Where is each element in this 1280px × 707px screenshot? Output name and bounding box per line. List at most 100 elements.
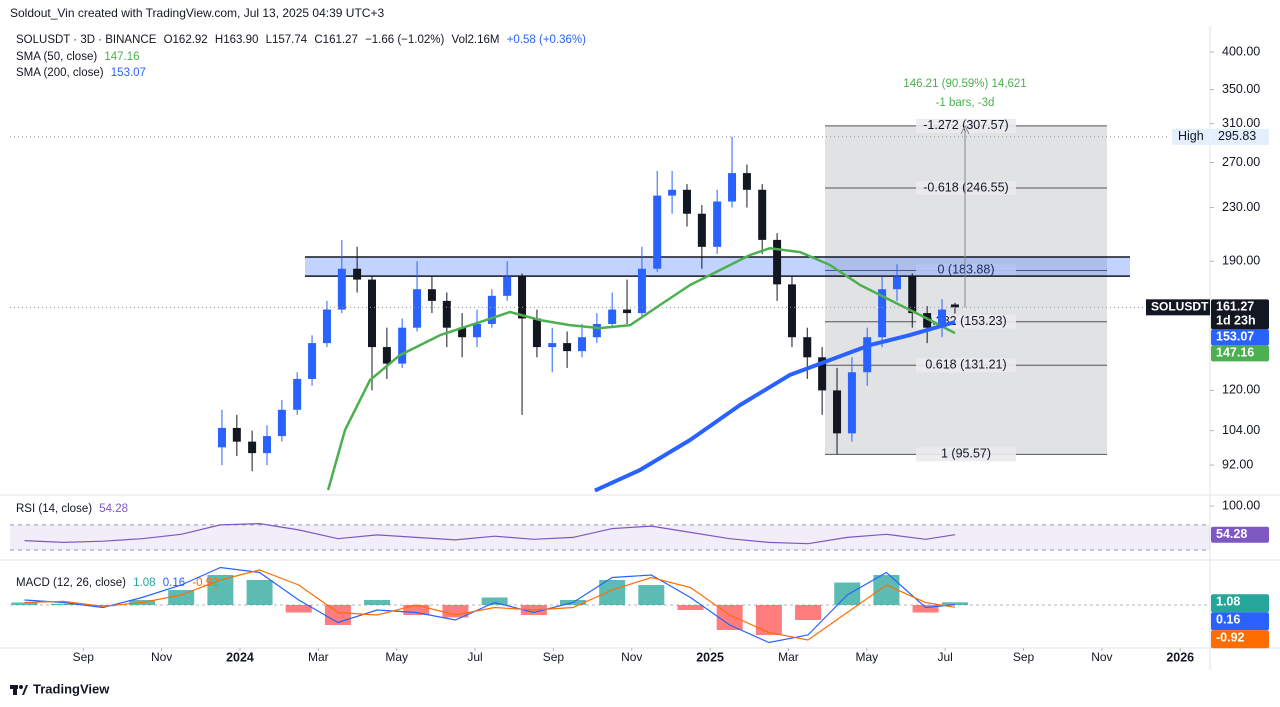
candle-body (878, 289, 887, 338)
candle-body (548, 343, 557, 348)
fib-label-bg (916, 263, 1016, 278)
macd-histogram-bar (912, 605, 939, 613)
candle-body (503, 276, 512, 296)
candle-body (668, 189, 677, 196)
candle-body (742, 173, 751, 190)
price-tag-label: 1.08 (1216, 595, 1240, 609)
price-tag-label: 147.16 (1216, 346, 1254, 360)
macd-histogram-bar (11, 602, 38, 605)
volume-change: +0.58 (+0.36%) (506, 34, 586, 46)
x-tick-label: Sep (543, 650, 565, 664)
x-tick-label: May (385, 650, 408, 664)
candle-body (458, 327, 467, 338)
candle-body (818, 357, 827, 391)
x-tick-label: 2025 (696, 650, 724, 664)
ohlc-low: L157.74 (265, 34, 308, 46)
macd-histogram-bar (403, 605, 430, 615)
macd-histogram-bar (364, 600, 391, 605)
high-value: 295.83 (1218, 129, 1256, 143)
sma200-legend: SMA (200, close) 153.07 (16, 67, 150, 79)
macd-histogram-bar (677, 605, 704, 610)
x-tick-label: Sep (73, 650, 95, 664)
y-tick-label: 350.00 (1222, 82, 1260, 96)
candle-body (758, 189, 767, 240)
candle-body (382, 347, 391, 364)
price-legend: SOLUSDT · 3D · BINANCE O162.92 H163.90 L… (16, 34, 590, 46)
price-tag (1211, 329, 1269, 346)
candle-body (398, 327, 407, 364)
candle-body (232, 427, 241, 442)
symbol-tag-bg (1146, 299, 1210, 316)
x-tick-label: 2024 (226, 650, 254, 664)
macd-histogram-bar (873, 575, 900, 605)
candle-body (950, 304, 959, 308)
price-tag (1211, 526, 1269, 543)
macd-histogram-bar (941, 602, 968, 605)
price-pane: -1.272 (307.57) -0.618 (246.55) 0 (183.88)… (217, 118, 1130, 493)
price-tag (1211, 612, 1269, 631)
y-tick-label: 400.00 (1222, 44, 1260, 58)
resistance-zone (305, 256, 1130, 277)
candle-body (713, 201, 722, 247)
price-tag (1211, 299, 1269, 330)
legend-value: 0.16 (162, 577, 186, 589)
legend-value: 54.28 (99, 503, 129, 515)
macd-line (24, 566, 956, 644)
fib-box (825, 125, 1107, 455)
candle-body (577, 337, 586, 352)
candle-body (728, 173, 737, 202)
candle-body (892, 276, 901, 290)
macd-histogram-bar (481, 597, 508, 605)
fib-label: -0.618 (246.55) (923, 180, 1008, 194)
candle-body (923, 313, 932, 328)
legend-value: -0.92 (192, 577, 219, 589)
price-tag-label: 161.27 (1216, 300, 1254, 314)
candle-body (847, 372, 856, 434)
candle-body (592, 323, 601, 338)
price-tag-label: 1d 23h (1216, 314, 1256, 328)
candle-body (337, 268, 346, 310)
fib-label: -1.272 (307.57) (923, 118, 1008, 132)
candle-body (308, 343, 317, 379)
candle-body (803, 337, 812, 358)
rsi-pane (10, 522, 1210, 551)
legend-value: 1.08 (133, 577, 156, 589)
measure-arrowhead (960, 124, 970, 135)
candle-body (442, 300, 451, 328)
watermark: Soldout_Vin created with TradingView.com… (10, 6, 384, 20)
candle-body (682, 189, 691, 214)
fib-label-bg (916, 447, 1016, 462)
y-tick-label: 100.00 (1222, 498, 1260, 512)
change: −1.66 (−1.02%) (365, 34, 445, 46)
candle-body (353, 268, 362, 280)
measure-label: -1 bars, -3d (936, 97, 995, 109)
legend-name: SMA (200, close) (16, 67, 104, 79)
macd-histogram-bar (442, 605, 469, 618)
macd-histogram-bar (285, 605, 312, 613)
x-tick-label: May (855, 650, 878, 664)
ohlc-high: H163.90 (214, 34, 259, 46)
sma-line (594, 320, 956, 493)
candle-body (833, 390, 842, 434)
candle-body (623, 309, 632, 314)
macd-legend: MACD (12, 26, close) 1.08 0.16 -0.92 (16, 577, 223, 589)
macd-histogram-bar (795, 605, 822, 620)
x-tick-label: Mar (308, 650, 329, 664)
candle-body (563, 343, 572, 352)
ohlc-open: O162.92 (163, 34, 208, 46)
sma-line (326, 246, 956, 491)
candle-body (787, 284, 796, 338)
candle-body (427, 289, 436, 301)
ohlc-close: C161.27 (314, 34, 358, 46)
price-tag (1211, 345, 1269, 362)
sma50-legend: SMA (50, close) 147.16 (16, 51, 144, 63)
footer-brand: TradingView (33, 681, 110, 696)
macd-histogram-bar (89, 605, 116, 607)
overlay: 400.00 350.00 310.00 270.00 230.00 190.00 120.… (10, 44, 1269, 664)
candle-body (367, 279, 376, 348)
x-tick-label: Sep (1013, 650, 1035, 664)
candle-body (248, 441, 257, 454)
rsi-line (24, 522, 956, 545)
